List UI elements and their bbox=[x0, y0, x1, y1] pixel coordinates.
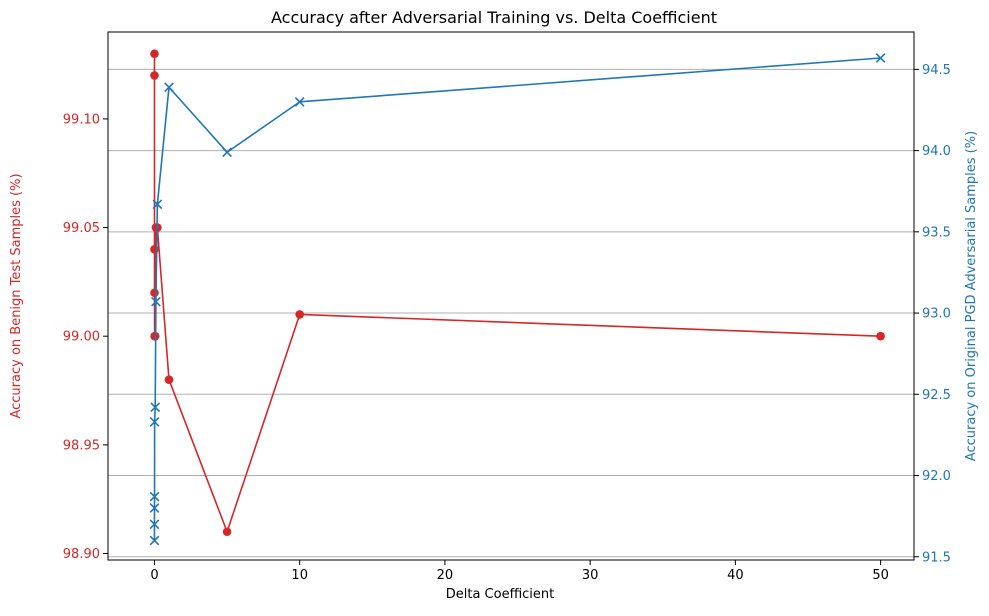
pgd-accuracy-point bbox=[149, 491, 160, 502]
pgd-accuracy-point bbox=[149, 535, 160, 546]
benign-accuracy-point bbox=[222, 527, 232, 537]
left-y-axis: 98.90 98.95 99.00 99.05 99.10 bbox=[63, 112, 108, 562]
benign-accuracy-point bbox=[295, 310, 304, 319]
right-y-tick-label: 92.0 bbox=[922, 469, 951, 484]
x-axis: 0 10 20 30 40 50 bbox=[150, 560, 889, 583]
x-tick-label: 50 bbox=[872, 568, 889, 583]
pgd-accuracy-point bbox=[164, 82, 174, 93]
grid-lines bbox=[108, 68, 914, 558]
pgd-accuracy-point bbox=[294, 96, 305, 107]
right-y-tick-label: 94.0 bbox=[922, 144, 951, 159]
pgd-accuracy-point bbox=[149, 519, 160, 530]
left-y-tick-label: 98.95 bbox=[63, 438, 100, 453]
left-y-axis-label: Accuracy on Benign Test Samples (%) bbox=[9, 173, 24, 418]
benign-accuracy-point bbox=[876, 331, 885, 341]
pgd-accuracy-point bbox=[149, 417, 160, 427]
benign-accuracy-point bbox=[150, 49, 159, 59]
benign-accuracy-point bbox=[150, 288, 159, 298]
left-y-tick-label: 99.10 bbox=[63, 112, 100, 127]
x-tick-label: 30 bbox=[582, 568, 599, 583]
benign-accuracy-point bbox=[164, 375, 174, 384]
pgd-accuracy-point bbox=[149, 503, 160, 513]
pgd-accuracy-point bbox=[875, 53, 886, 63]
chart-title: Accuracy after Adversarial Training vs. … bbox=[271, 8, 717, 27]
x-tick-label: 10 bbox=[291, 568, 308, 583]
x-axis-label: Delta Coefficient bbox=[446, 587, 555, 602]
right-y-tick-label: 92.5 bbox=[922, 388, 951, 403]
left-y-tick-label: 99.00 bbox=[63, 330, 100, 345]
x-tick-label: 20 bbox=[437, 568, 454, 583]
left-y-tick-label: 99.05 bbox=[63, 221, 100, 236]
right-y-axis: 91.5 92.0 92.5 93.0 93.5 94.0 94.5 bbox=[914, 63, 951, 565]
x-tick-label: 0 bbox=[150, 568, 158, 583]
pgd-accuracy-point bbox=[150, 402, 161, 413]
right-y-axis-label: Accuracy on Original PGD Adversarial Sam… bbox=[964, 131, 979, 461]
pgd-accuracy-line bbox=[153, 57, 881, 541]
pgd-accuracy-point bbox=[152, 199, 163, 210]
left-y-tick-label: 98.90 bbox=[63, 547, 100, 562]
pgd-accuracy-point bbox=[222, 147, 232, 158]
right-y-tick-label: 93.5 bbox=[922, 225, 951, 240]
series-layer bbox=[149, 49, 886, 546]
benign-accuracy-point bbox=[150, 71, 159, 80]
right-y-tick-label: 91.5 bbox=[922, 550, 951, 565]
right-y-tick-label: 94.5 bbox=[922, 63, 951, 78]
right-y-tick-label: 93.0 bbox=[922, 307, 951, 322]
benign-accuracy-line bbox=[153, 53, 881, 533]
plot-frame bbox=[107, 31, 915, 561]
x-tick-label: 40 bbox=[727, 568, 744, 583]
pgd-accuracy-point bbox=[151, 296, 161, 307]
